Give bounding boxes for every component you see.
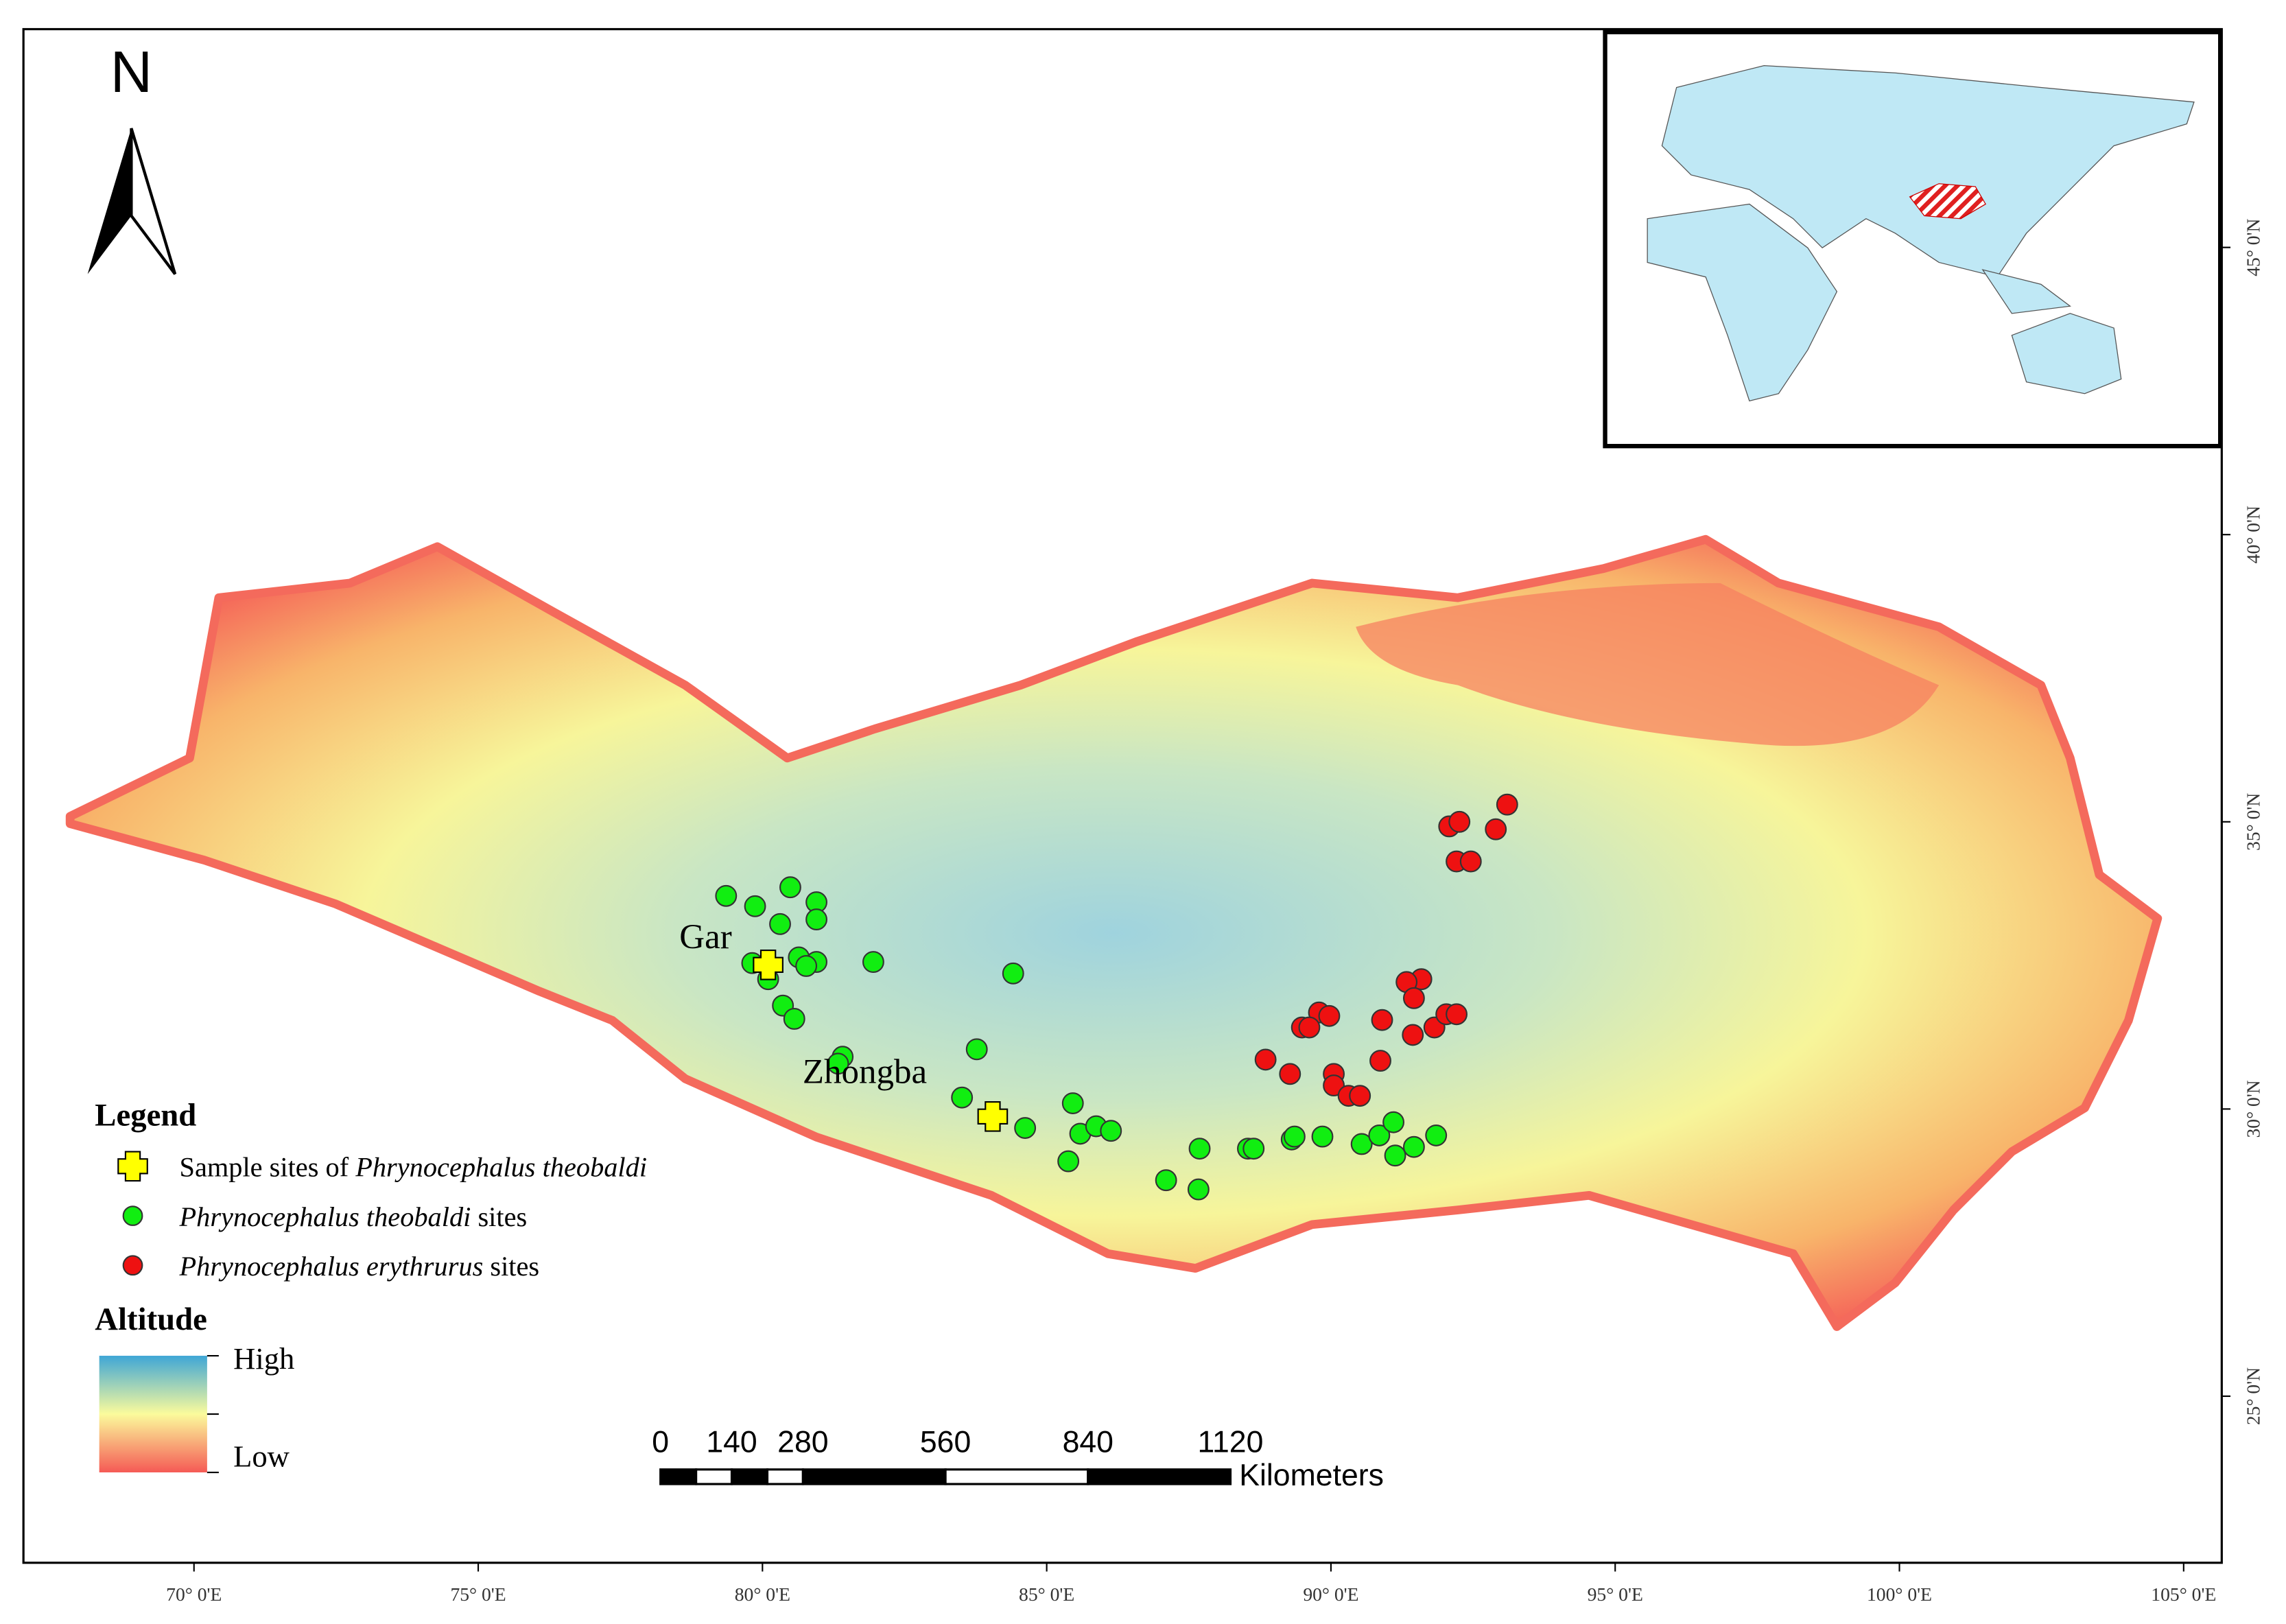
lat-tick-label: 25° 0'N bbox=[2243, 1367, 2264, 1425]
site-point bbox=[1323, 1074, 1345, 1097]
desert-basin bbox=[1356, 582, 1940, 746]
scale-segment bbox=[944, 1468, 1089, 1485]
site-point bbox=[1402, 1135, 1425, 1158]
legend-title: Legend bbox=[95, 1097, 196, 1133]
site-point bbox=[1425, 1124, 1448, 1146]
scale-segment bbox=[766, 1468, 804, 1485]
altitude-title: Altitude bbox=[95, 1302, 207, 1337]
lon-tick-label: 80° 0'E bbox=[735, 1584, 790, 1605]
sample-site bbox=[753, 949, 783, 980]
site-point bbox=[1496, 793, 1518, 816]
site-point bbox=[1448, 810, 1471, 833]
site-point bbox=[862, 951, 884, 974]
scale-tick-label: 1120 bbox=[1198, 1425, 1264, 1459]
north-arrow bbox=[130, 128, 177, 275]
legend-cross bbox=[117, 1151, 148, 1182]
map-layer: 70° 0'E 75° 0'E 80° 0'E 85° 0'E 90° 0'E 95° 0… bbox=[166, 218, 2263, 1605]
site-point bbox=[1155, 1169, 1177, 1192]
site-point bbox=[744, 895, 766, 917]
site-point bbox=[1368, 1124, 1391, 1146]
site-point bbox=[1279, 1063, 1301, 1085]
site-point bbox=[1061, 1092, 1084, 1114]
plateau bbox=[65, 534, 2163, 1331]
site-point bbox=[1100, 1120, 1122, 1142]
legend-entry: Phrynocephalus theobaldi sites bbox=[179, 1201, 528, 1232]
site-point bbox=[1369, 1050, 1391, 1072]
legend-green bbox=[122, 1205, 143, 1226]
legend-entry: Phrynocephalus erythrurus sites bbox=[179, 1251, 540, 1282]
north-label: N bbox=[110, 40, 152, 105]
site-point bbox=[769, 913, 791, 935]
site-point bbox=[715, 884, 738, 907]
site-point bbox=[1187, 1178, 1210, 1201]
site-point bbox=[827, 1052, 849, 1075]
site-point bbox=[1242, 1138, 1265, 1160]
scale-tick-label: 140 bbox=[706, 1425, 757, 1459]
site-point bbox=[1402, 1024, 1424, 1046]
lon-tick-label: 85° 0'E bbox=[1019, 1584, 1074, 1605]
lon-tick-label: 105° 0'E bbox=[2151, 1584, 2216, 1605]
lon-tick-label: 70° 0'E bbox=[166, 1584, 222, 1605]
site-point bbox=[1318, 1004, 1341, 1027]
site-point bbox=[1283, 1125, 1306, 1148]
site-point bbox=[1446, 1003, 1468, 1026]
site-point bbox=[1002, 962, 1024, 985]
scale-tick-label: 840 bbox=[1063, 1425, 1113, 1459]
place-label: Gar bbox=[679, 918, 731, 956]
scale-segment bbox=[801, 1468, 947, 1485]
sample-site bbox=[977, 1101, 1009, 1132]
site-point bbox=[1057, 1150, 1080, 1173]
altitude-ramp bbox=[99, 1356, 207, 1473]
site-point bbox=[1014, 1117, 1037, 1139]
lat-tick-label: 40° 0'N bbox=[2243, 506, 2264, 563]
legend-entry: Sample sites of Phrynocephalus theobaldi bbox=[180, 1152, 648, 1183]
altitude-low: Low bbox=[233, 1439, 290, 1474]
site-point bbox=[1188, 1138, 1211, 1160]
site-point bbox=[1254, 1048, 1277, 1071]
scale-segment bbox=[695, 1468, 733, 1485]
site-point bbox=[951, 1086, 974, 1109]
site-point bbox=[1402, 987, 1425, 1009]
scale-tick-label: 560 bbox=[920, 1425, 971, 1459]
lat-tick-label: 30° 0'N bbox=[2243, 1080, 2264, 1138]
site-point bbox=[1485, 818, 1507, 840]
legend-red bbox=[122, 1255, 143, 1276]
site-point bbox=[1459, 850, 1482, 873]
lon-tick-label: 100° 0'E bbox=[1867, 1584, 1932, 1605]
site-point bbox=[1384, 1144, 1406, 1167]
site-point bbox=[1382, 1111, 1405, 1133]
scale-tick-label: 280 bbox=[777, 1425, 828, 1459]
site-point bbox=[795, 954, 818, 977]
site-point bbox=[1371, 1009, 1393, 1031]
site-point bbox=[1298, 1016, 1321, 1039]
scale-segment bbox=[730, 1468, 769, 1485]
site-point bbox=[965, 1038, 988, 1061]
scale-segment bbox=[659, 1468, 698, 1485]
site-point bbox=[779, 876, 801, 899]
site-point bbox=[1311, 1125, 1334, 1148]
site-point bbox=[1350, 1133, 1373, 1155]
site-point bbox=[805, 908, 827, 931]
north-arrow bbox=[87, 128, 132, 274]
altitude-high: High bbox=[233, 1341, 294, 1376]
scale-tick-label: 0 bbox=[652, 1425, 669, 1459]
site-point bbox=[1349, 1085, 1371, 1107]
lon-tick-label: 75° 0'E bbox=[450, 1584, 506, 1605]
lon-tick-label: 95° 0'E bbox=[1588, 1584, 1643, 1605]
scale-unit: Kilometers bbox=[1239, 1459, 1384, 1492]
lat-tick-label: 35° 0'N bbox=[2243, 793, 2264, 851]
lon-tick-label: 90° 0'E bbox=[1303, 1584, 1358, 1605]
place-label: Zhongba bbox=[803, 1053, 927, 1092]
inset-map bbox=[1603, 30, 2223, 449]
lat-tick-label: 45° 0'N bbox=[2243, 218, 2264, 276]
site-point bbox=[783, 1008, 805, 1030]
scale-segment bbox=[1087, 1468, 1232, 1485]
